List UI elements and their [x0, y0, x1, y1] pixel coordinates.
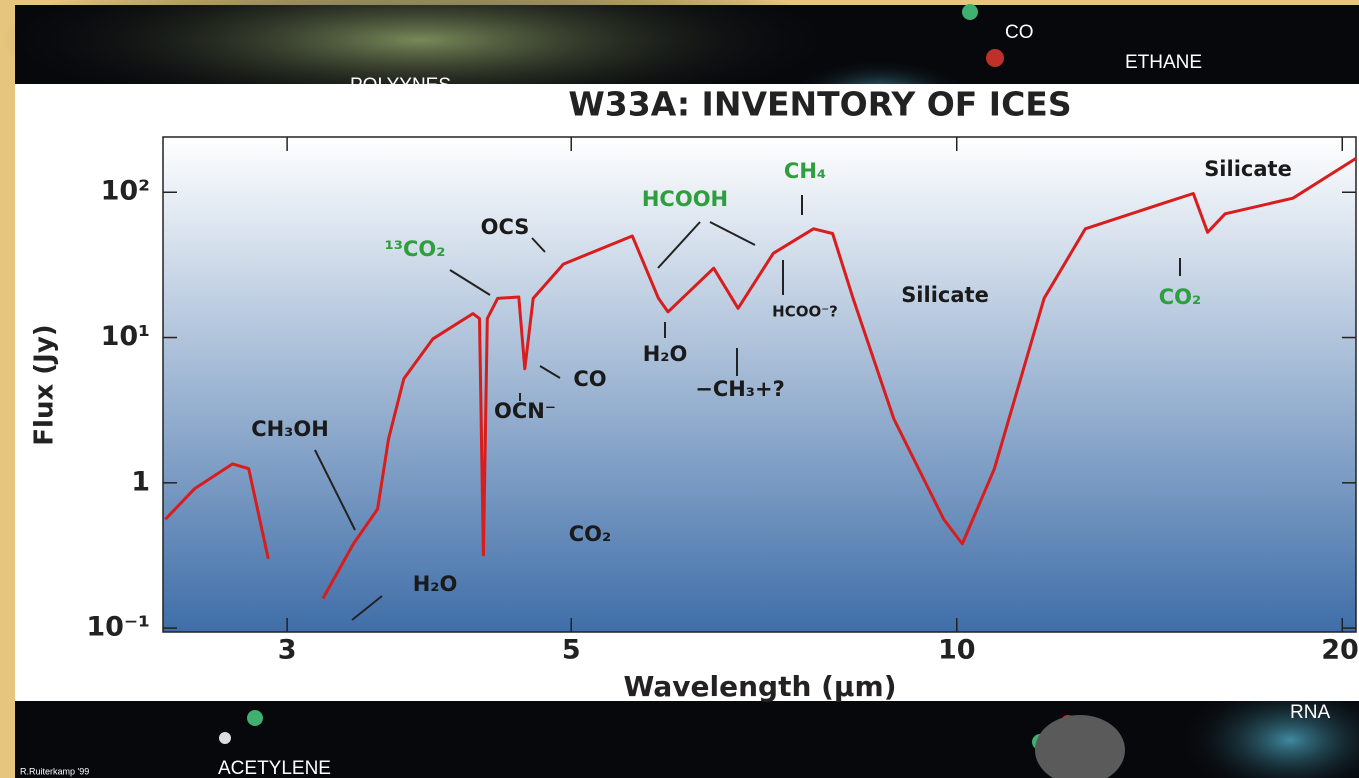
molecule-atom [247, 710, 263, 726]
annotation: ¹³CO₂ [385, 237, 446, 261]
annotation: CO [573, 367, 606, 391]
annotation: −CH₃+? [695, 377, 785, 401]
background-label: RNA [1290, 702, 1330, 723]
annotation: HCOOH [642, 187, 728, 211]
annotation: CH₃OH [251, 417, 329, 441]
x-tick-label: 10 [938, 635, 976, 666]
annotation: HCOO⁻? [772, 303, 838, 321]
annotation-leader [657, 221, 701, 269]
x-axis-label: Wavelength (µm) [623, 670, 896, 703]
chart-title: W33A: INVENTORY OF ICES [568, 85, 1071, 124]
y-tick-label: 10² [101, 176, 150, 207]
annotation: CO₂ [1159, 285, 1201, 309]
spectrum-line [164, 157, 1357, 600]
annotation-leader [709, 221, 756, 246]
y-axis-label: Flux (Jy) [30, 324, 60, 445]
nebula [1180, 680, 1359, 778]
annotation-leader [531, 237, 546, 253]
annotation: H₂O [643, 342, 688, 366]
credit: R.Ruiterkamp '99 [20, 766, 89, 776]
annotation: Silicate [1204, 157, 1292, 181]
annotation-leader [449, 269, 491, 296]
molecule-atom [962, 4, 978, 20]
x-tick-label: 5 [562, 635, 581, 666]
annotation: CH₄ [784, 159, 826, 183]
molecule-atom [986, 49, 1004, 67]
annotation-leader [351, 595, 383, 621]
annotation-leader [539, 365, 561, 379]
x-tick-label: 20 [1321, 635, 1359, 666]
y-tick-label: 10¹ [101, 321, 150, 352]
annotation: H₂O [413, 572, 458, 596]
annotation: CO₂ [569, 522, 611, 546]
annotation: Silicate [901, 283, 989, 307]
asteroid [1035, 715, 1125, 778]
background-label: ACETYLENE [218, 758, 331, 778]
annotation: OCN⁻ [494, 399, 556, 423]
background-label: CO [1005, 22, 1034, 43]
background-label: ETHANE [1125, 52, 1202, 73]
y-tick-label: 1 [131, 466, 150, 497]
annotation: OCS [481, 215, 530, 239]
x-tick-label: 3 [278, 635, 297, 666]
annotation-leader [314, 449, 356, 531]
y-tick-label: 10⁻¹ [86, 612, 150, 643]
plot-area [162, 136, 1357, 633]
molecule-atom [219, 732, 231, 744]
